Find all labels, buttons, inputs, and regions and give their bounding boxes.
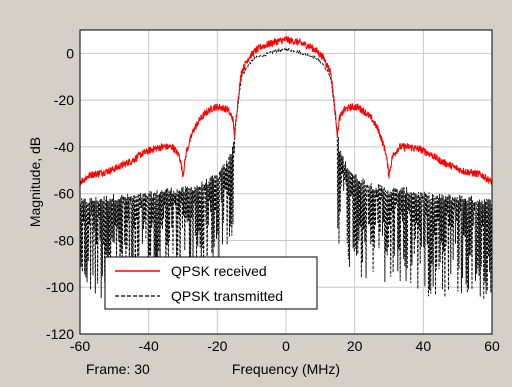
y-tick-label: -120 [46,326,74,342]
y-axis-label: Magnitude, dB [27,137,43,227]
x-tick-label: 20 [347,338,363,354]
frame-label: Frame: 30 [86,361,150,377]
y-tick-label: -60 [54,186,74,202]
x-tick-label: 0 [282,338,290,354]
legend: QPSK received QPSK transmitted [104,256,318,310]
x-axis-label: Frequency (MHz) [232,361,340,377]
legend-box [104,256,318,310]
x-tick-label: -60 [70,338,90,354]
y-tick-label: -100 [46,279,74,295]
x-tick-label: -20 [207,338,227,354]
y-tick-label: -40 [54,139,74,155]
x-tick-label: 40 [416,338,432,354]
tick-labels: -60 -40 -20 0 20 40 60 0 -20 -40 -60 -80 -100 -120 [46,45,500,354]
y-tick-label: -20 [54,92,74,108]
series-layer [79,35,493,300]
x-tick-label: 60 [484,338,500,354]
plot-frame [79,29,493,335]
y-tick-label: -80 [54,232,74,248]
series-line-transmitted [79,46,493,300]
x-tick-label: -40 [139,338,159,354]
y-tick-label: 0 [66,45,74,61]
legend-label-received: QPSK received [171,263,267,279]
series-line-received [79,35,493,186]
legend-label-transmitted: QPSK transmitted [171,288,283,304]
